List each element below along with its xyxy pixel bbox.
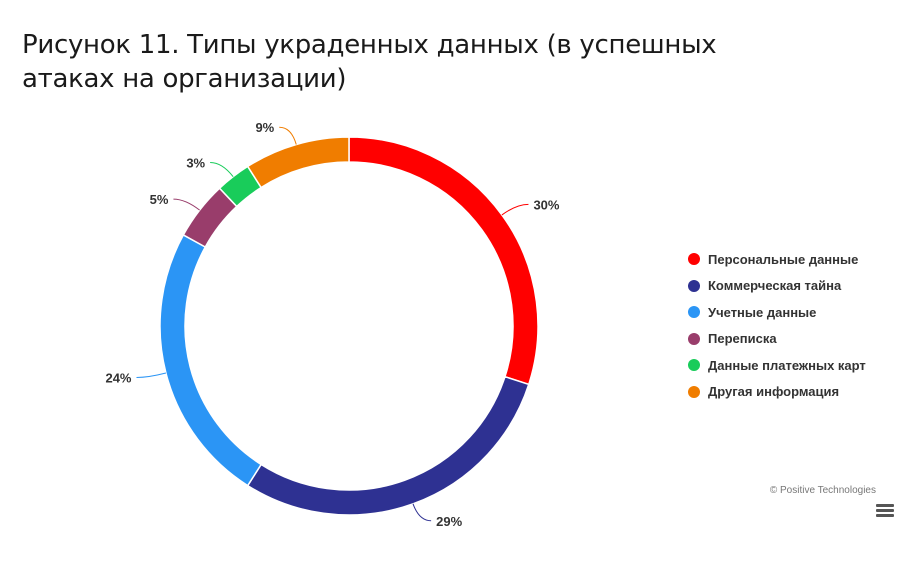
legend-item-6[interactable]: Другая информация	[688, 379, 866, 406]
slice-1[interactable]	[348, 136, 539, 386]
data-label-1: 30%	[533, 197, 559, 212]
credit-text: © Positive Technologies	[769, 485, 876, 496]
data-label-6: 9%	[255, 120, 274, 135]
legend-label: Переписка	[708, 331, 777, 347]
legend-marker-icon	[688, 359, 700, 372]
legend-item-2[interactable]: Коммерческая тайна	[688, 273, 866, 300]
data-label-2: 29%	[436, 514, 462, 529]
data-label-4: 5%	[150, 192, 169, 207]
legend-marker-icon	[688, 306, 700, 319]
connector-1	[501, 203, 529, 216]
legend-item-3[interactable]: Учетные данные	[688, 299, 866, 326]
legend-label: Данные платежных карт	[708, 357, 866, 373]
legend-label: Учетные данные	[708, 304, 817, 320]
slice-3[interactable]	[159, 233, 263, 487]
chart-title: Рисунок 11. Типы украденных данных (в ус…	[22, 30, 717, 94]
connector-5	[210, 161, 234, 177]
legend-label: Коммерческая тайна	[708, 278, 842, 294]
data-label-3: 24%	[105, 370, 131, 385]
slice-6[interactable]	[246, 136, 350, 189]
connector-4	[173, 198, 200, 211]
hamburger-menu-icon[interactable]	[876, 504, 894, 520]
connector-6	[279, 126, 297, 145]
legend-item-1[interactable]: Персональные данные	[688, 246, 866, 273]
legend-marker-icon	[688, 279, 700, 292]
legend-marker-icon	[688, 385, 700, 398]
legend-label: Другая информация	[708, 384, 840, 400]
legend-item-4[interactable]: Переписка	[688, 326, 866, 353]
slice-2[interactable]	[246, 375, 530, 516]
legend-label: Персональные данные	[708, 251, 859, 267]
connector-2	[412, 503, 432, 522]
data-label-5: 3%	[186, 155, 205, 170]
chart-legend: Персональные данные Коммерческая тайна Уче…	[688, 246, 866, 405]
legend-marker-icon	[688, 253, 700, 266]
legend-marker-icon	[688, 332, 700, 345]
legend-item-5[interactable]: Данные платежных карт	[688, 352, 866, 379]
connector-3	[136, 372, 167, 378]
